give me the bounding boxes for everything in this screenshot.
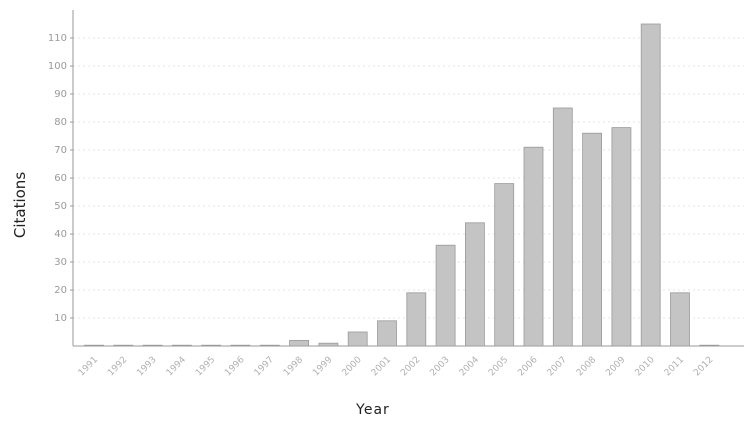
bar-2007: [552, 107, 573, 347]
x-tick-label: 1996: [223, 355, 246, 378]
y-tick-labels: 10 20 30 40 50 60 70 80 90 100 110: [48, 33, 73, 324]
y-tick-label: 110: [48, 33, 67, 44]
x-tick-label: 2010: [634, 355, 657, 378]
bars: [84, 23, 720, 347]
y-tick-label: 60: [54, 173, 67, 184]
x-tick-label: 1992: [106, 355, 129, 378]
y-axis-title-wrap: Citations: [8, 130, 32, 280]
bar-2003: [435, 244, 456, 347]
bar-2008: [582, 132, 602, 347]
x-tick-label: 2006: [516, 355, 539, 378]
bar-2006: [523, 146, 544, 347]
bar-1991: [84, 344, 104, 347]
bar-1994: [171, 344, 192, 347]
y-tick-label: 20: [54, 285, 67, 296]
x-tick-label: 1995: [194, 355, 217, 378]
x-tick-label: 2004: [458, 355, 481, 378]
bar-2011: [670, 292, 690, 347]
x-tick-label: 2005: [487, 355, 510, 378]
x-tick-label: 1991: [77, 355, 100, 378]
bar-2010: [640, 23, 661, 347]
x-tick-label: 2011: [663, 355, 686, 378]
y-tick-label: 80: [54, 117, 67, 128]
x-tick-label: 1999: [311, 355, 334, 378]
x-tick-labels: 1991 1992 1993 1994 1995 1996 1997 1998 1999 2000…: [77, 355, 716, 378]
bar-2001: [377, 320, 397, 347]
y-tick-label: 90: [54, 89, 67, 100]
x-tick-label: 2001: [370, 355, 393, 378]
y-tick-label: 40: [54, 229, 67, 240]
y-tick-label: 30: [54, 257, 67, 268]
y-tick-label: 70: [54, 145, 67, 156]
x-tick-label: 2008: [575, 355, 598, 378]
gridlines: [73, 37, 744, 319]
bar-2009: [611, 127, 632, 347]
bar-2012: [699, 344, 720, 347]
x-tick-label: 2000: [341, 355, 364, 378]
x-axis-title: Year: [356, 402, 390, 418]
bar-2002: [406, 292, 427, 347]
y-tick-label: 50: [54, 201, 67, 212]
x-tick-label: 1998: [282, 355, 305, 378]
y-tick-label: 10: [54, 313, 67, 324]
x-tick-label: 1997: [253, 355, 276, 378]
bar-1999: [318, 342, 339, 347]
x-tick-label: 2007: [546, 355, 569, 378]
bar-2005: [494, 183, 515, 347]
bar-1995: [201, 344, 222, 347]
bar-2004: [464, 222, 485, 347]
x-tick-label: 1993: [135, 355, 158, 378]
x-tick-label: 2009: [604, 355, 627, 378]
y-tick-label: 100: [48, 61, 67, 72]
bar-1998: [289, 339, 310, 347]
bar-1997: [259, 344, 280, 347]
x-tick-label: 1994: [165, 355, 188, 378]
bar-1992: [113, 344, 134, 347]
bar-1996: [230, 344, 251, 347]
bar-2000: [347, 331, 368, 347]
x-tick-label: 2002: [399, 355, 422, 378]
y-axis-title: Citations: [11, 171, 30, 239]
bar-1993: [142, 344, 163, 347]
x-tick-label: 2003: [428, 355, 451, 378]
x-tick-label: 2012: [692, 355, 715, 378]
